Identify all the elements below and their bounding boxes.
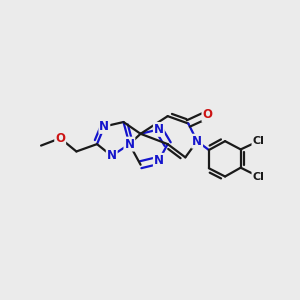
Text: Cl: Cl <box>252 172 264 182</box>
Text: N: N <box>192 135 202 148</box>
Text: Cl: Cl <box>252 136 264 146</box>
Text: N: N <box>107 149 117 162</box>
Text: N: N <box>154 154 164 167</box>
Text: N: N <box>99 120 110 133</box>
Text: N: N <box>124 138 134 151</box>
Text: O: O <box>202 108 212 121</box>
Text: O: O <box>55 132 65 145</box>
Text: N: N <box>154 123 164 136</box>
